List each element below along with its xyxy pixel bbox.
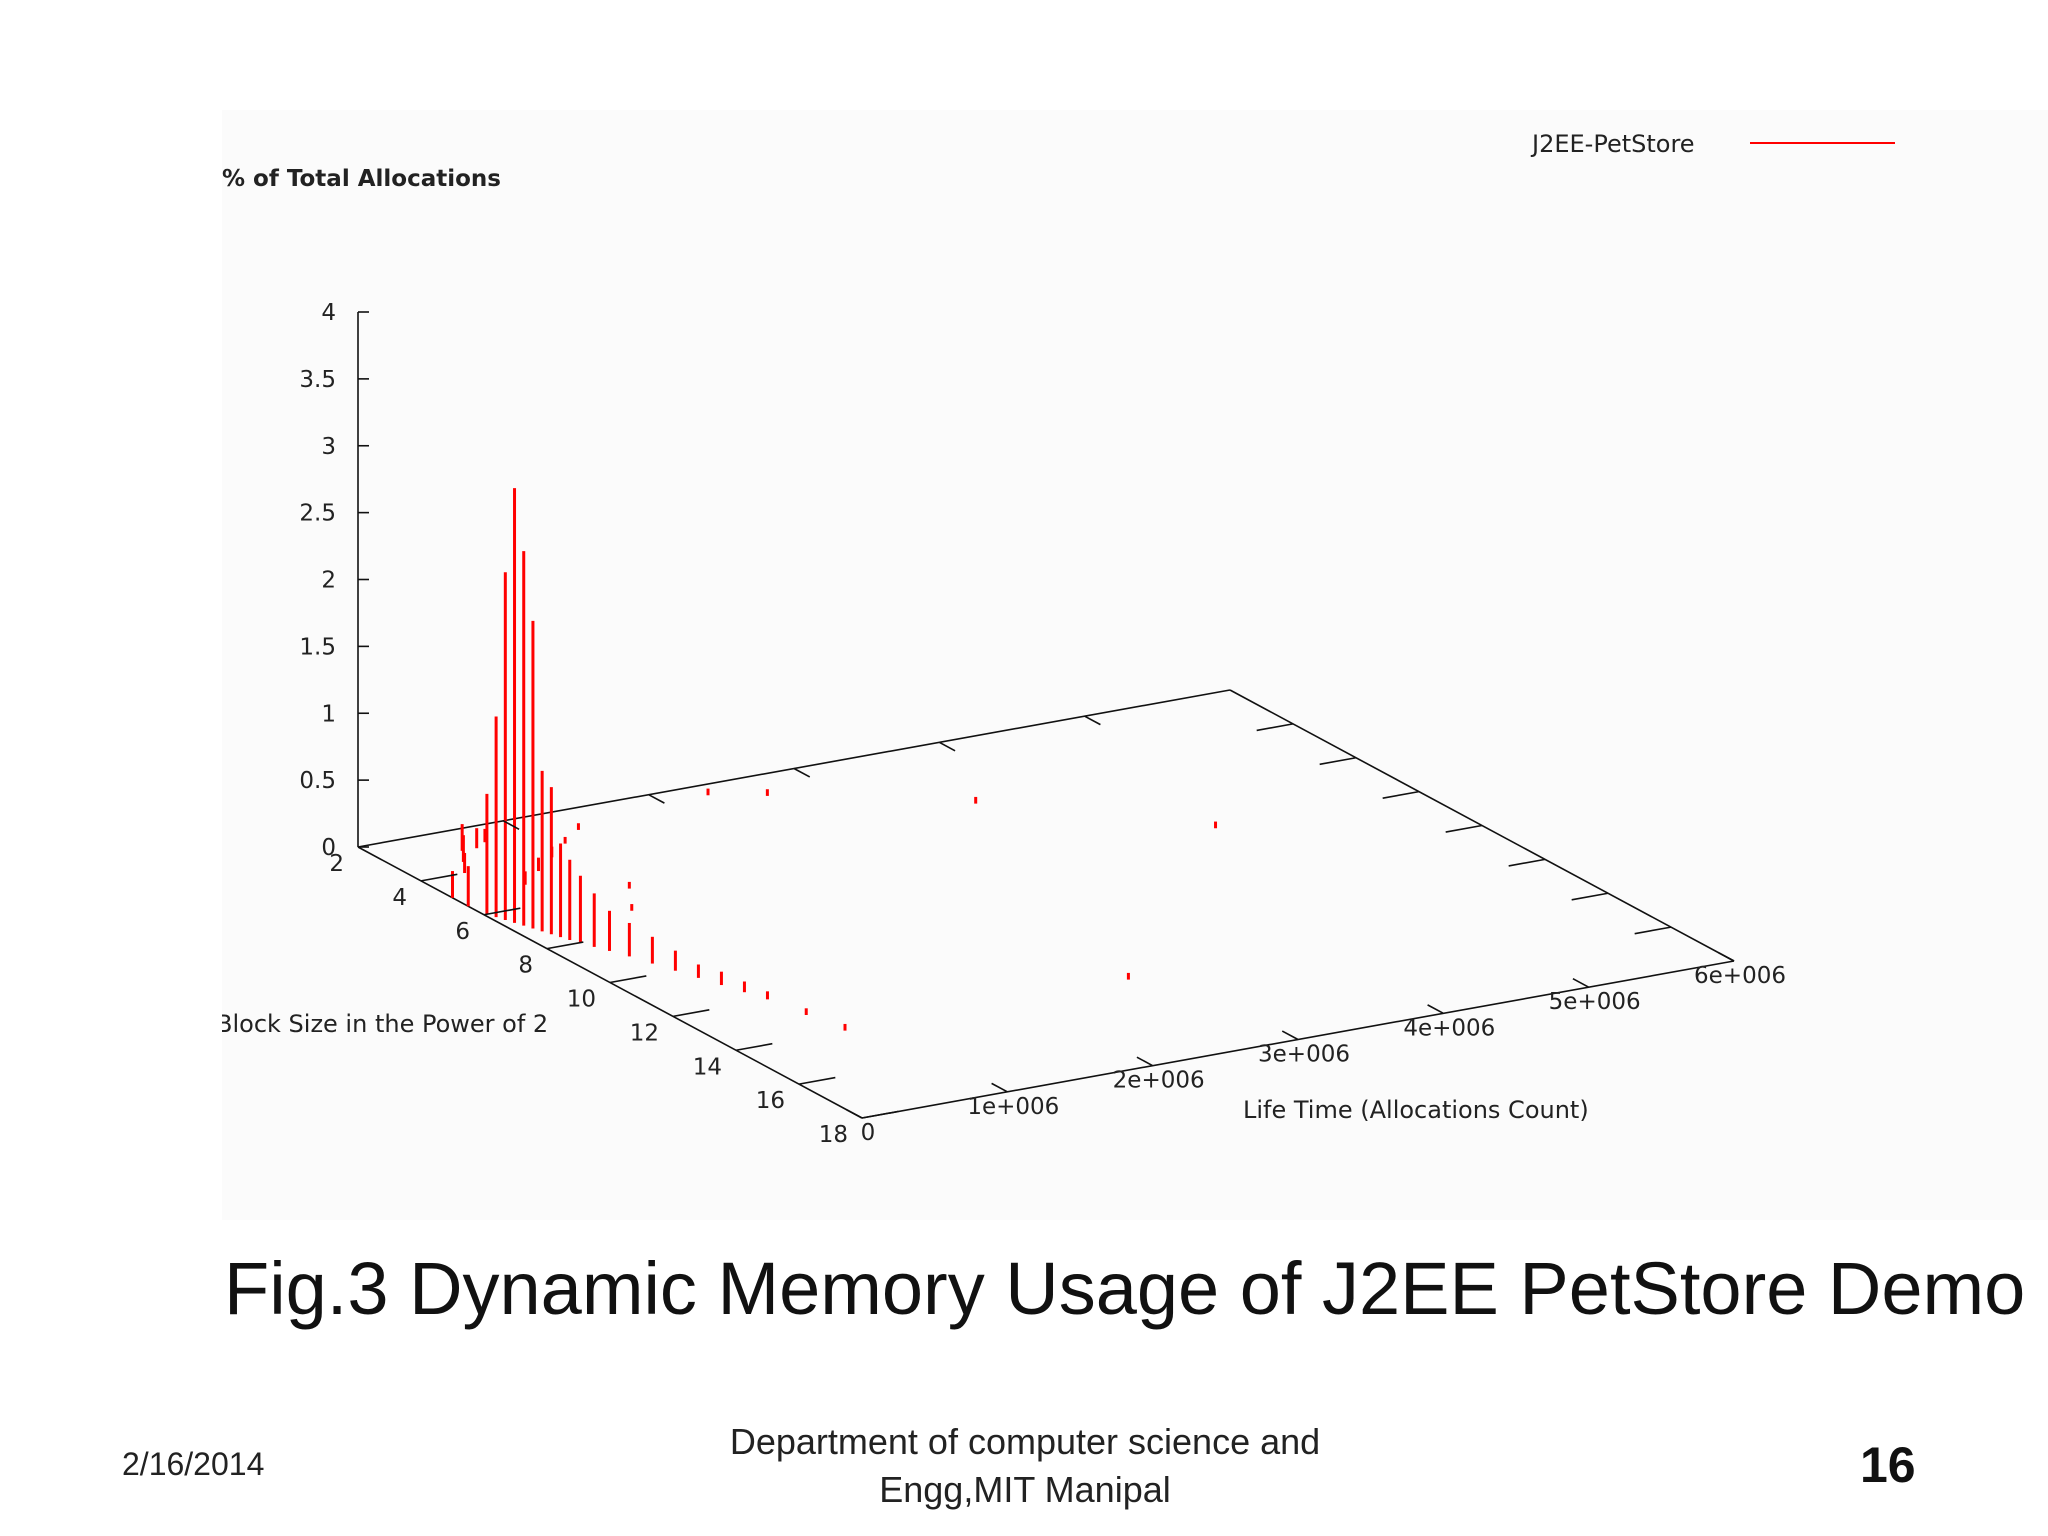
z-axis-label: % of Total Allocations (222, 166, 501, 192)
y-tick-label: 4 (392, 885, 407, 911)
footer-date: 2/16/2014 (122, 1446, 265, 1482)
x-tick-mark (1136, 1056, 1154, 1067)
x-tick-mark (845, 1108, 863, 1119)
y-tick-label: 14 (693, 1054, 722, 1080)
y-tick-label: 16 (756, 1088, 785, 1114)
x-tick-label: 2e+006 (1113, 1068, 1205, 1094)
z-tick-label: 2 (321, 568, 336, 594)
y-axis-label: Block Size in the Power of 2 (222, 1010, 548, 1038)
z-tick-label: 3.5 (299, 367, 336, 393)
chart-3d-plot: % of Total Allocations J2EE-PetStore Lif… (222, 130, 1895, 1148)
y-tick-mark (672, 1009, 710, 1018)
y-tick-mark (861, 1110, 899, 1119)
z-tick-label: 3 (321, 434, 336, 460)
z-tick-label: 1 (321, 701, 336, 727)
x-axis-label: Life Time (Allocations Count) (1243, 1096, 1589, 1124)
x-tick-mark-back (648, 793, 665, 804)
x-tick-mark-back (938, 741, 956, 752)
x-tick-mark (991, 1082, 1008, 1093)
y-tick-label: 18 (819, 1122, 848, 1148)
x-tick-mark-back (793, 767, 811, 778)
z-tick-label: 0.5 (299, 768, 336, 794)
x-tick-mark (1717, 951, 1735, 962)
y-tick-label: 6 (455, 919, 470, 945)
page-number: 16 (1860, 1437, 1916, 1493)
y-tick-label: 8 (518, 953, 533, 979)
y-tick-mark (483, 907, 521, 916)
x-tick-mark-back (502, 820, 520, 831)
y-tick-mark-right (1634, 926, 1672, 935)
x-tick-label: 0 (861, 1120, 876, 1146)
z-tick-label: 1.5 (299, 634, 336, 660)
x-tick-label: 3e+006 (1258, 1042, 1350, 1068)
x-tick-mark (1572, 977, 1590, 988)
z-tick-label: 4 (321, 300, 336, 326)
y-tick-mark (546, 941, 584, 950)
x-tick-label: 1e+006 (967, 1094, 1059, 1120)
y-tick-label: 2 (329, 851, 344, 877)
z-tick-label: 2.5 (299, 501, 336, 527)
x-tick-label: 4e+006 (1403, 1015, 1495, 1041)
x-tick-mark (1281, 1030, 1299, 1041)
x-tick-mark (1427, 1004, 1444, 1015)
y-tick-mark-right (1319, 756, 1357, 766)
y-tick-mark (609, 975, 647, 984)
footer-department-line1: Department of computer science and (729, 1421, 1321, 1462)
y-tick-mark (735, 1042, 773, 1052)
figure-caption: Fig.3 Dynamic Memory Usage of J2EE PetSt… (224, 1247, 2026, 1330)
x-tick-mark-back (1084, 715, 1101, 726)
y-tick-mark-right (1445, 824, 1483, 833)
footer-department: Department of computer science and Engg,… (640, 1418, 1410, 1514)
x-tick-label: 5e+006 (1549, 989, 1641, 1015)
y-tick-label: 12 (630, 1020, 659, 1046)
y-tick-label: 10 (567, 987, 596, 1013)
x-tick-label: 6e+006 (1694, 963, 1786, 989)
footer-department-line2: Engg,MIT Manipal (879, 1469, 1171, 1510)
y-tick-mark (420, 873, 458, 882)
chart-panel: % of Total Allocations J2EE-PetStore Lif… (222, 110, 2048, 1220)
z-tick-label: 0 (321, 835, 336, 861)
y-tick-mark-right (1256, 723, 1294, 732)
y-tick-mark-right (1508, 858, 1546, 867)
y-tick-mark-right (1571, 892, 1609, 901)
y-tick-mark (798, 1076, 836, 1085)
y-tick-mark-right (1382, 790, 1420, 799)
legend-label: J2EE-PetStore (1530, 130, 1695, 158)
